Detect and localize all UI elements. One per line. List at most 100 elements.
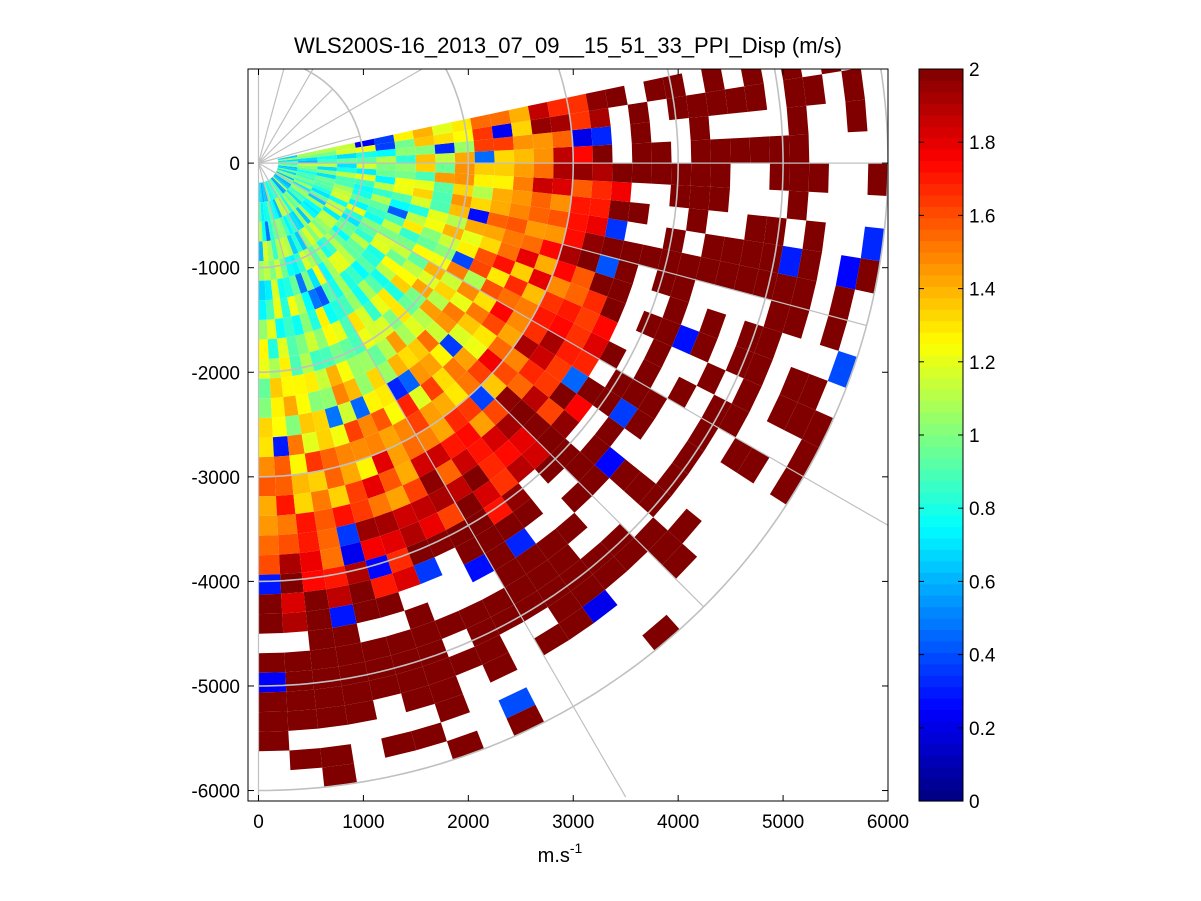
heatmap-cell [340,461,362,486]
heatmap-cell [687,418,719,452]
heatmap-cell [505,216,528,235]
heatmap-cell [463,553,495,583]
heatmap-cell [413,179,435,191]
heatmap-cell [720,236,745,265]
heatmap-cell [396,393,420,418]
heatmap-cell [410,195,432,209]
colorbar-segment [919,766,963,779]
heatmap-cell [423,261,446,281]
heatmap-cell [311,187,331,199]
heatmap-cell [689,331,718,363]
heatmap-cell [740,69,764,87]
heatmap-cell [263,260,271,281]
heatmap-cell [648,530,683,566]
heatmap-cell [264,201,271,222]
heatmap-cell [334,220,354,238]
heatmap-cell [289,186,307,201]
colorbar-segment [919,149,963,162]
heatmap-cell [395,170,416,180]
heatmap-cell [415,153,436,164]
heatmap-cell [394,460,420,486]
heatmap-cell [323,565,349,590]
y-tick-label: -6000 [191,782,240,803]
heatmap-cell [345,265,364,285]
colorbar-segment [919,435,963,448]
colorbar-tick-label: 1.4 [969,280,996,301]
heatmap-cell [478,452,507,481]
heatmap-cell [286,189,303,205]
heatmap-cell [334,442,356,467]
heatmap-cell [489,300,514,324]
heatmap-cell [724,86,748,114]
heatmap-cell [290,233,304,253]
heatmap-cell [295,206,312,225]
heatmap-cell [428,252,452,271]
heatmap-cell [508,203,531,221]
heatmap-cell [370,573,399,599]
heatmap-cell [258,554,281,575]
heatmap-cell [669,184,691,209]
heatmap-cell [270,239,279,260]
heatmap-cell [454,163,475,175]
heatmap-cell [547,97,570,118]
heatmap-cell [821,69,842,75]
heatmap-cell [448,323,473,347]
heatmap-cell [415,171,436,182]
heatmap-cell [511,120,533,137]
colorbar-segment [919,332,963,345]
heatmap-cell [515,543,548,575]
heatmap-cell [376,155,397,164]
heatmap-cell [294,231,308,251]
heatmap-cell [431,367,456,392]
heatmap-cell [368,199,390,213]
heatmap-cell [699,308,727,339]
colorbar-tick-label: 0.6 [969,572,995,593]
heatmap-cell [273,174,291,188]
heatmap-cell [599,341,627,369]
heatmap-cell [304,197,323,213]
heatmap-cell [311,409,330,432]
heatmap-cell [506,310,532,334]
heatmap-cell [396,163,416,172]
heatmap-cell [274,318,287,339]
heatmap-cell [504,528,536,558]
heatmap-cell [411,278,434,299]
heatmap-cell [506,454,535,484]
colorbar-segment [919,629,963,642]
heatmap-cell [314,178,335,188]
heatmap-cell [440,271,463,292]
heatmap-cell [452,183,474,197]
heatmap-cell [258,221,263,242]
colorbar-tick-label: 0.8 [969,499,995,520]
heatmap-cell [754,326,783,360]
heatmap-cell [385,485,411,511]
heatmap-cell [445,261,469,281]
heatmap-cell [278,533,300,555]
heatmap-cell [343,419,365,443]
heatmap-cell [407,338,430,362]
heatmap-cell [455,492,484,520]
heatmap-cell [399,521,427,548]
heatmap-cell [309,349,326,372]
heatmap-cell [332,504,356,528]
heatmap-cell [511,189,533,207]
heatmap-cell [537,575,571,608]
heatmap-cell [258,535,280,556]
heatmap-cell [367,492,393,518]
polar-grid [257,69,888,801]
heatmap-cell [375,175,396,185]
heatmap-cell [266,180,277,199]
heatmap-cell [277,157,298,162]
colorbar-segment [919,171,963,184]
heatmap-cell [277,167,297,174]
heatmap-cell [361,474,386,499]
heatmap-cell [569,111,592,131]
heatmap-cell [627,202,650,225]
colorbar-segment [919,537,963,550]
colorbar-segment [919,320,963,333]
heatmap-cell [354,305,375,328]
heatmap-cell [293,492,314,515]
heatmap-cell [365,321,386,344]
heatmap-cell [291,182,310,196]
colorbar-tick-label: 1.6 [969,206,995,227]
